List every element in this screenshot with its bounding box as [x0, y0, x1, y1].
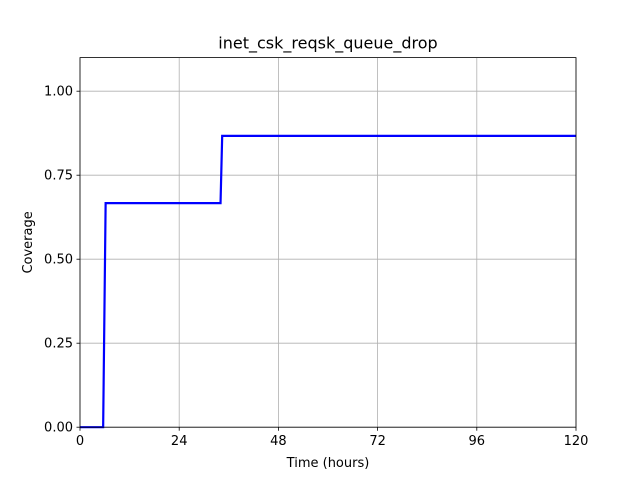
x-tick-label: 48	[270, 434, 287, 449]
x-tick-label: 96	[469, 434, 486, 449]
x-tick-label: 24	[171, 434, 188, 449]
x-tick-label: 0	[76, 434, 84, 449]
plot-frame	[79, 57, 577, 428]
y-tick-label: 0.75	[44, 169, 73, 184]
y-tick-label: 0.50	[44, 253, 73, 268]
y-tick-label: 0.00	[44, 421, 73, 436]
x-tick-label: 72	[369, 434, 386, 449]
chart-title: inet_csk_reqsk_queue_drop	[218, 34, 437, 54]
y-tick-label: 1.00	[44, 85, 73, 100]
ticks: 0 24 48 72 96 120 0.00 0.25 0.50 0.75 1.00	[44, 85, 588, 450]
x-tick-label: 120	[564, 434, 589, 449]
y-tick-label: 0.25	[44, 337, 73, 352]
y-axis-label: Coverage	[21, 211, 36, 273]
x-axis-label: Time (hours)	[286, 456, 370, 471]
